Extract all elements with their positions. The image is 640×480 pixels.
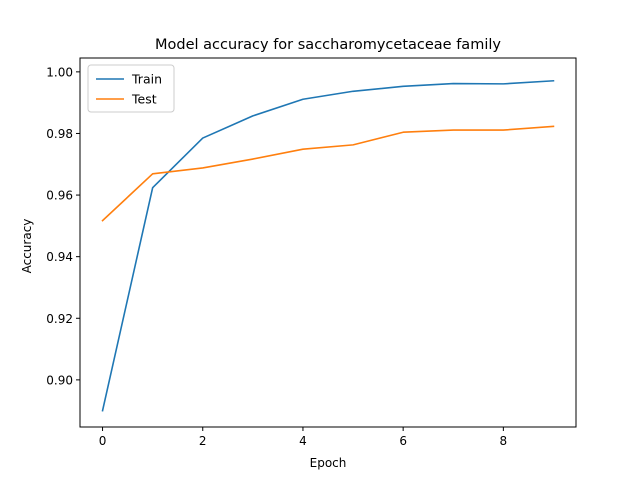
legend-box [87, 64, 175, 113]
x-tick-label: 0 [99, 434, 107, 448]
legend-label-train: Train [131, 72, 162, 87]
y-tick-label: 0.98 [46, 127, 73, 141]
x-tick-label: 2 [199, 434, 207, 448]
x-axis-ticks: 0 2 4 6 8 [99, 427, 507, 448]
x-tick-label: 6 [399, 434, 407, 448]
y-tick-label: 0.92 [46, 312, 73, 326]
chart-title: Model accuracy for saccharomycetaceae fa… [155, 37, 501, 53]
x-tick-label: 4 [299, 434, 307, 448]
plot-frame [79, 57, 577, 428]
y-tick-label: 0.90 [46, 373, 73, 387]
x-axis-label: Epoch [310, 456, 347, 470]
y-tick-label: 0.96 [46, 189, 73, 203]
x-tick-label: 8 [500, 434, 508, 448]
y-axis-label: Accuracy [20, 219, 34, 274]
legend-label-test: Test [131, 92, 157, 107]
y-tick-label: 0.94 [46, 250, 73, 264]
y-tick-label: 1.00 [46, 65, 73, 79]
series-lines [101, 79, 555, 412]
series-line-train [101, 79, 555, 412]
legend: Train Test [87, 64, 175, 113]
series-line-test [101, 125, 555, 222]
y-axis-ticks: 0.90 0.92 0.94 0.96 0.98 1.00 [46, 65, 80, 387]
